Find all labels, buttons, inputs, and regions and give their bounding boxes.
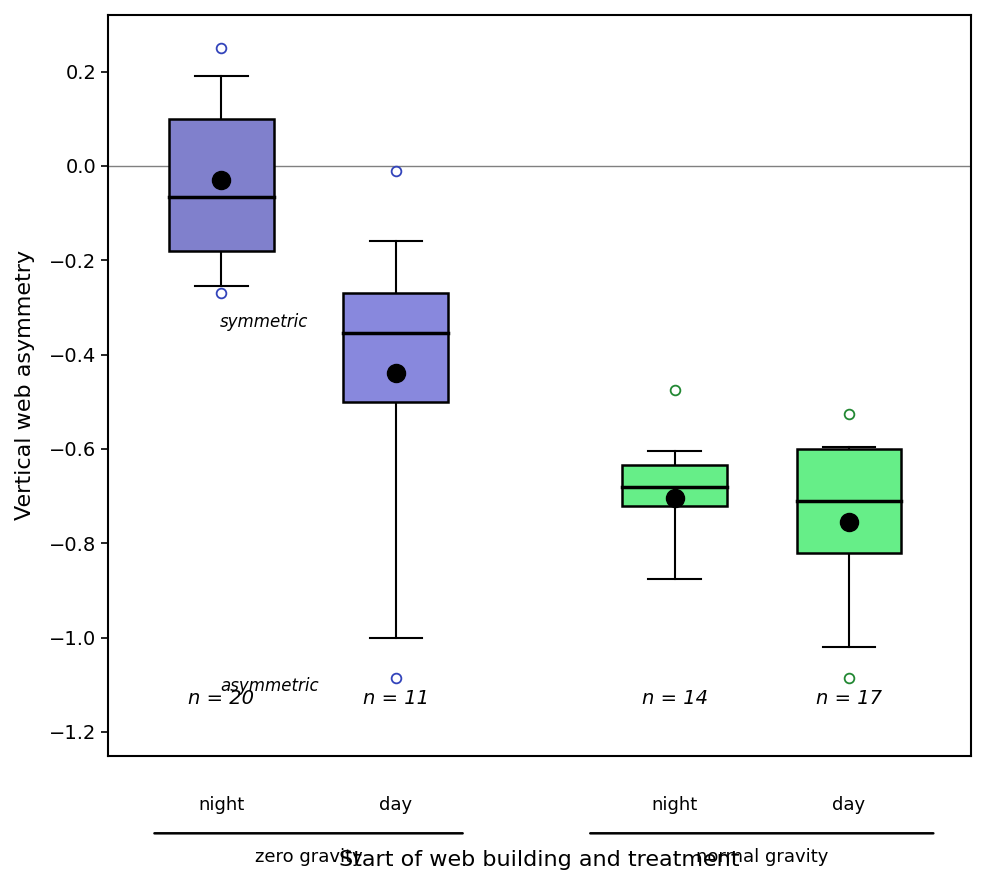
Text: n = 20: n = 20	[188, 689, 254, 709]
Bar	[797, 449, 901, 553]
Text: night: night	[652, 796, 698, 814]
Text: asymmetric: asymmetric	[220, 677, 318, 695]
Bar	[343, 293, 448, 402]
X-axis label: Start of web building and treatment: Start of web building and treatment	[339, 850, 740, 870]
Text: day: day	[380, 796, 412, 814]
Text: n = 17: n = 17	[816, 689, 881, 709]
Text: normal gravity: normal gravity	[695, 848, 828, 866]
Bar	[622, 466, 727, 505]
Text: n = 14: n = 14	[642, 689, 708, 709]
Text: day: day	[832, 796, 866, 814]
Text: symmetric: symmetric	[220, 313, 309, 331]
Y-axis label: Vertical web asymmetry: Vertical web asymmetry	[15, 250, 35, 520]
Text: n = 11: n = 11	[363, 689, 429, 709]
Bar	[169, 119, 274, 250]
Text: night: night	[198, 796, 245, 814]
Text: zero gravity: zero gravity	[254, 848, 363, 866]
